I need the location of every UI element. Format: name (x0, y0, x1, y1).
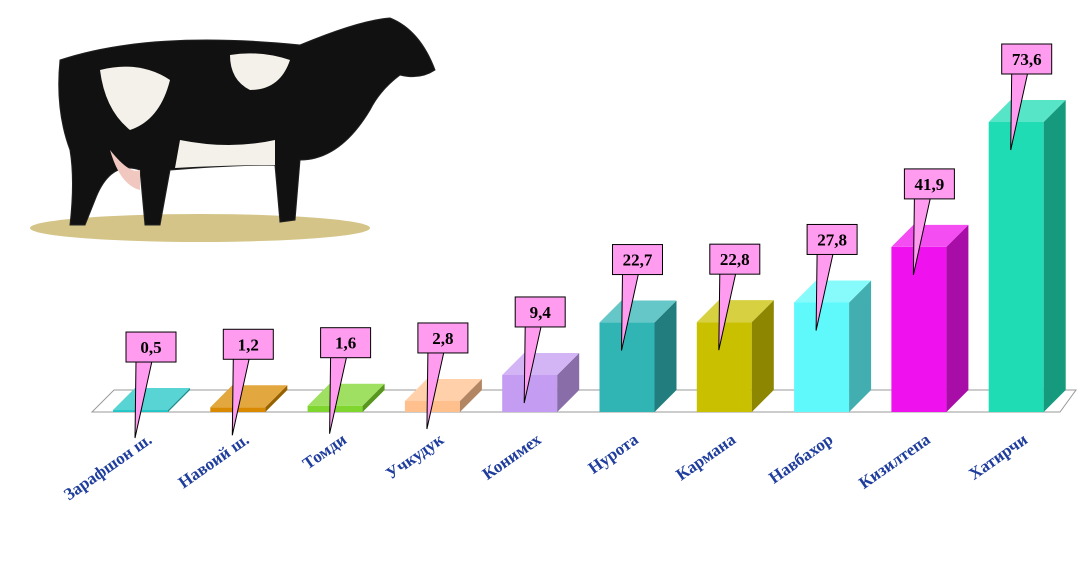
value-label: 0,5 (140, 338, 161, 357)
bar-front (891, 246, 947, 412)
value-label: 27,8 (817, 230, 847, 249)
callout-box (417, 322, 469, 354)
x-tick-label: Навоий ш. (175, 430, 253, 492)
bar-side (946, 224, 969, 412)
bar (599, 300, 677, 412)
value-label: 1,6 (335, 334, 356, 353)
bar (794, 280, 872, 412)
value-label: 22,7 (623, 251, 653, 270)
x-tick-label: Конимех (479, 429, 545, 483)
bar-top (891, 224, 969, 247)
bar-front (988, 122, 1044, 412)
bar-top (210, 385, 288, 408)
bar-front (502, 374, 558, 412)
bar-top (113, 388, 190, 411)
value-label: 2,8 (432, 329, 453, 348)
bar-side (654, 300, 677, 412)
x-tick-label: Зарафшон ш. (60, 430, 155, 504)
bar-top (307, 383, 385, 406)
bar (502, 352, 580, 412)
bar-front (794, 302, 850, 412)
value-label: 22,8 (720, 250, 750, 269)
x-tick-label: Кармана (672, 429, 739, 484)
bar-side (557, 352, 580, 412)
callout-box (612, 244, 663, 276)
x-tick-label: Навбахор (765, 430, 836, 488)
bar (404, 378, 482, 412)
bar-side (751, 300, 774, 412)
bar-top (404, 378, 482, 401)
x-tick-label: Хатирчи (965, 430, 1031, 484)
x-tick-label: Учкудук (382, 430, 447, 484)
callout-box (514, 296, 566, 328)
bar-top (696, 300, 774, 323)
callout-box (1001, 43, 1053, 75)
bar-front (404, 400, 460, 412)
callout-box (709, 243, 761, 275)
bar-front (599, 322, 655, 412)
bar (696, 300, 774, 412)
bar (891, 224, 969, 412)
bar-side (459, 378, 482, 412)
callout-box (320, 327, 372, 359)
callout-box (806, 223, 858, 255)
bar-front (696, 322, 752, 412)
bar-side (1043, 100, 1066, 412)
value-label: 41,9 (915, 175, 945, 194)
x-tick-label: Томди (299, 430, 350, 474)
bar (988, 100, 1066, 412)
bar-top (599, 300, 677, 323)
callout-box (903, 168, 955, 200)
bar-top (794, 280, 872, 303)
x-tick-label: Кизилтепа (855, 429, 934, 492)
bar-side (168, 388, 190, 412)
bar-top (502, 352, 580, 375)
cow-illustration (30, 17, 436, 242)
callout-box (125, 331, 177, 363)
bar-side (849, 280, 872, 412)
value-label: 73,6 (1012, 50, 1042, 69)
bar-top (988, 100, 1066, 122)
callout-box (222, 328, 274, 360)
value-label: 1,2 (238, 335, 259, 354)
x-tick-label: Нурота (585, 429, 643, 477)
value-label: 9,4 (530, 303, 552, 322)
bar-side (362, 383, 385, 412)
bar-side (265, 385, 288, 412)
